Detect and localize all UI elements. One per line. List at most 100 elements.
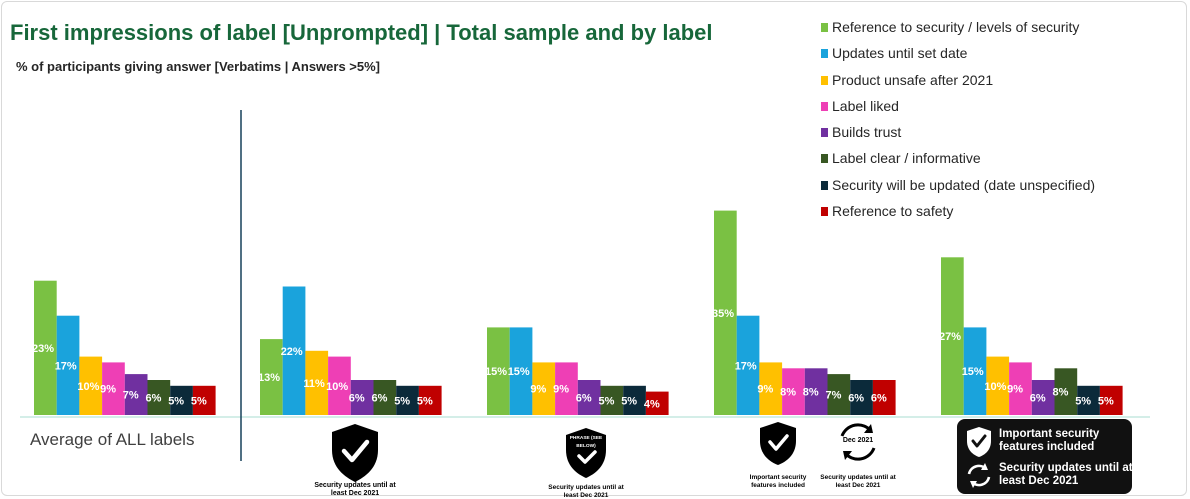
bar	[872, 380, 896, 415]
bar	[623, 385, 646, 415]
legend-swatch	[821, 49, 828, 59]
bar-value-label: 10%	[326, 381, 348, 393]
bar-value-label: 11%	[303, 378, 325, 390]
bar-value-label: 7%	[123, 390, 139, 402]
bar	[532, 362, 556, 415]
bar-value-label: 10%	[77, 381, 99, 393]
bar	[350, 380, 374, 415]
bar-value-label: 8%	[803, 387, 819, 399]
label-4-logo: Important security features included Secu…	[957, 419, 1133, 494]
chart-title: First impressions of label [Unprompted] …	[10, 20, 713, 45]
label-3-badge-text: Dec 2021	[843, 437, 873, 444]
bar-value-label: 6%	[349, 393, 365, 405]
bar	[1009, 362, 1032, 415]
bar	[759, 362, 783, 415]
bar-labels-layer: 23%17%10% 9% 7% 6% 5% 5%13%22%11% 10%6% 6% 5% 5%1…	[32, 308, 1114, 411]
bar	[941, 257, 964, 415]
bar	[1054, 368, 1078, 415]
bar	[418, 385, 442, 415]
bar	[782, 368, 805, 415]
bar-value-label: 17%	[735, 360, 757, 372]
bar	[963, 327, 987, 415]
bar	[192, 385, 216, 415]
bar	[986, 356, 1010, 415]
check-icon	[577, 450, 597, 464]
legend-item: Label clear / informative	[821, 150, 1095, 176]
label-1-caption: Security updates until at least Dec 2021	[314, 482, 396, 497]
legend-item: Label liked	[821, 98, 1095, 124]
bar	[736, 315, 760, 415]
legend-label: Reference to security / levels of securi…	[832, 19, 1080, 35]
bar	[170, 385, 193, 415]
bar-value-label: 5%	[191, 395, 207, 407]
legend-label: Builds trust	[832, 124, 902, 141]
bar	[34, 280, 57, 415]
bar	[56, 315, 80, 415]
bar-value-label: 23%	[32, 343, 54, 355]
bar-value-label: 9%	[757, 384, 773, 396]
bar	[509, 327, 533, 415]
bar-value-label: 5%	[621, 395, 637, 407]
bar	[124, 374, 148, 415]
legend-label: Label liked	[832, 97, 899, 114]
bar-value-label: 15%	[508, 366, 530, 378]
bar	[555, 362, 578, 415]
bar	[102, 362, 125, 415]
label-3-logo: Important security features included	[750, 422, 807, 489]
label-1-logo: Security updates until at least Dec 2021	[314, 424, 396, 497]
bar-value-label: 6%	[871, 393, 887, 405]
bar-value-label: 6%	[1030, 393, 1046, 405]
bar-value-label: 22%	[281, 346, 303, 358]
bar-value-label: 35%	[712, 308, 734, 320]
bar	[328, 356, 351, 415]
legend-item: Builds trust	[821, 124, 1095, 150]
legend-label: Reference to safety	[832, 203, 954, 220]
bar	[600, 385, 624, 415]
label-2-logo: PHRASE (SEE BELOW) Security updates until…	[548, 428, 625, 499]
bar	[1077, 385, 1100, 415]
legend-label: Updates until set date	[832, 45, 968, 62]
bar-value-label: 27%	[939, 331, 961, 343]
bar	[645, 391, 669, 415]
bar-value-label: 8%	[780, 387, 796, 399]
label-3-badge: Dec 2021 Security updates until at least …	[820, 423, 897, 489]
legend-item: Reference to safety	[821, 203, 1095, 229]
bars-layer	[34, 210, 1123, 415]
bar-value-label: 6%	[576, 393, 592, 405]
bar-value-label: 5%	[1098, 395, 1114, 407]
bar	[373, 380, 397, 415]
legend-label: Product unsafe after 2021	[832, 71, 994, 88]
legend-swatch	[821, 207, 828, 217]
shield-check-icon	[566, 428, 606, 478]
legend-swatch	[821, 101, 828, 111]
check-icon	[341, 439, 370, 463]
bar-value-label: 17%	[55, 360, 77, 372]
bar	[850, 380, 873, 415]
bar	[1099, 385, 1123, 415]
bar	[487, 327, 510, 415]
legend-swatch	[821, 128, 828, 138]
legend-label: Label clear / informative	[832, 150, 981, 167]
bar	[804, 368, 828, 415]
chart-subtitle: % of participants giving answer [Verbati…	[16, 59, 381, 74]
bar-value-label: 6%	[146, 393, 162, 405]
legend-swatch	[821, 75, 828, 85]
bar	[260, 339, 283, 415]
legend-item: Updates until set date	[821, 45, 1095, 71]
label-4-line2: Security updates until at least Dec 2021	[999, 462, 1133, 487]
check-icon	[971, 434, 987, 448]
legend-swatch	[821, 154, 828, 164]
bar	[577, 380, 601, 415]
label-2-phrase: PHRASE (SEE BELOW)	[570, 435, 603, 449]
bar	[147, 380, 171, 415]
label-3-caption-a: Important security features included	[750, 474, 807, 489]
bar-value-label: 9%	[553, 384, 569, 396]
bar	[714, 210, 737, 415]
legend-swatch	[821, 180, 828, 190]
bar-value-label: 15%	[485, 366, 507, 378]
label-4-line1: Important security features included	[999, 428, 1100, 453]
check-icon	[768, 434, 789, 451]
bar-value-label: 5%	[1075, 395, 1091, 407]
bar-value-label: 10%	[984, 381, 1006, 393]
